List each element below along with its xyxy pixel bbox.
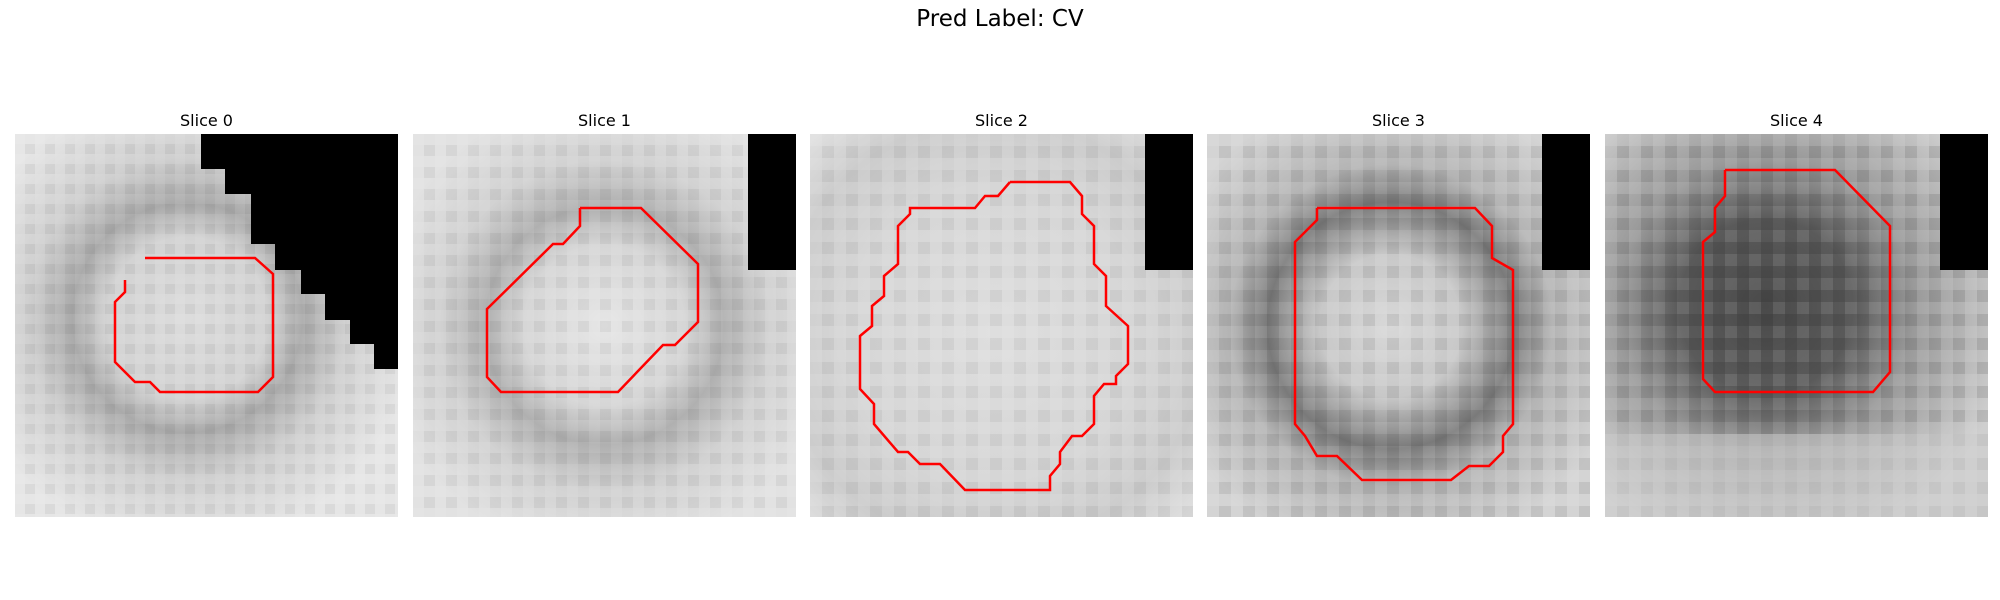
contour-line	[113, 256, 275, 394]
contour-line	[858, 180, 1130, 492]
mask-region	[1542, 134, 1590, 270]
slice-panel-2: Slice 2	[810, 108, 1193, 517]
slice-title: Slice 3	[1372, 111, 1425, 130]
slice-title: Slice 4	[1770, 111, 1823, 130]
figure-title: Pred Label: CV	[916, 6, 1084, 32]
mask-region	[1940, 134, 1988, 270]
slice-title: Slice 1	[578, 111, 631, 130]
slice-panel-1: Slice 1	[413, 108, 796, 517]
contour-line	[1293, 206, 1515, 482]
slice-image	[413, 134, 796, 517]
mask-region	[201, 134, 398, 369]
slice-title: Slice 0	[180, 111, 233, 130]
slice-panel-0: Slice 0	[15, 108, 398, 517]
contour-line	[1701, 168, 1892, 394]
slice-title: Slice 2	[975, 111, 1028, 130]
mask-region	[1145, 134, 1193, 270]
mask-region	[748, 134, 796, 270]
contour-line	[485, 206, 700, 394]
slice-image	[810, 134, 1193, 517]
slice-image	[15, 134, 398, 517]
slice-image	[1207, 134, 1590, 517]
slice-panel-3: Slice 3	[1207, 108, 1590, 517]
slice-panel-4: Slice 4	[1605, 108, 1988, 517]
slice-image	[1605, 134, 1988, 517]
